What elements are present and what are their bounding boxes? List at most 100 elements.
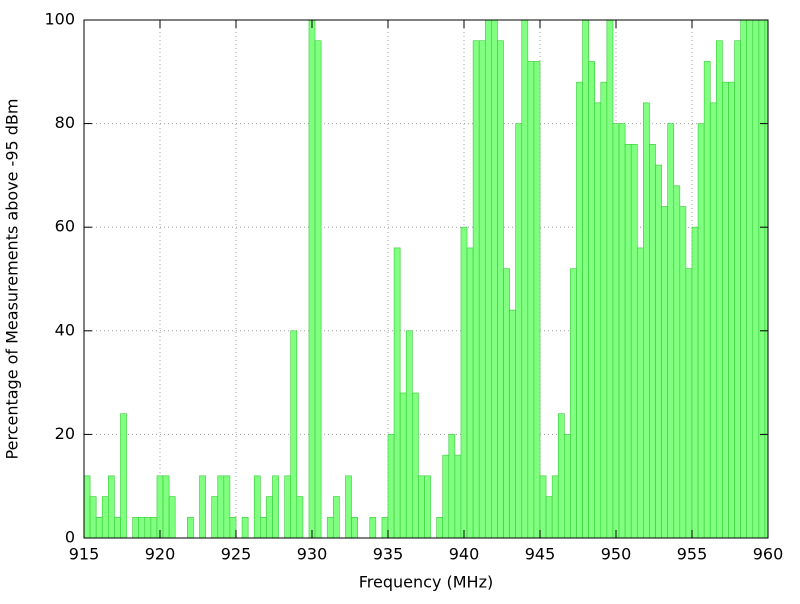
- bar: [497, 40, 504, 538]
- bar: [229, 516, 237, 538]
- bar: [722, 81, 729, 538]
- bar: [588, 61, 596, 538]
- bar: [521, 20, 529, 538]
- y-tick-label: 80: [55, 113, 75, 132]
- bar: [734, 40, 741, 538]
- y-tick-label: 60: [55, 217, 75, 236]
- bar: [551, 475, 559, 538]
- bar: [527, 61, 535, 538]
- bar: [448, 434, 456, 538]
- bar: [752, 20, 760, 538]
- bar: [746, 20, 754, 538]
- bar: [89, 496, 97, 538]
- bar: [168, 496, 176, 538]
- bar: [211, 496, 219, 538]
- bar: [557, 413, 565, 538]
- bar: [84, 475, 91, 538]
- x-tick-label: 955: [677, 545, 708, 564]
- bar: [381, 516, 389, 538]
- bar: [454, 454, 462, 538]
- bar: [484, 20, 492, 538]
- bar: [399, 392, 407, 538]
- bar: [424, 475, 431, 538]
- bar: [460, 226, 468, 538]
- bar: [576, 81, 583, 538]
- bar: [630, 144, 638, 538]
- bar: [539, 475, 547, 538]
- bar: [405, 330, 413, 538]
- bar: [150, 516, 158, 538]
- bar: [491, 20, 498, 538]
- bar: [685, 268, 693, 538]
- bar: [673, 185, 681, 538]
- bar: [509, 309, 516, 538]
- bar: [369, 516, 377, 538]
- bar: [132, 516, 140, 538]
- bar: [545, 496, 553, 538]
- bar: [393, 247, 401, 538]
- bar: [114, 516, 121, 538]
- plot-frame: [83, 19, 769, 539]
- y-tick-label: 20: [55, 424, 75, 443]
- axes: 0 20 40 60 80 100 915 920 925 930 935 940 945 950 955 9…: [44, 10, 783, 564]
- bar: [515, 123, 523, 538]
- bar: [284, 475, 292, 538]
- bar: [108, 475, 115, 538]
- bar: [101, 496, 109, 538]
- x-tick-label: 935: [373, 545, 404, 564]
- bar: [618, 123, 626, 538]
- bar: [290, 330, 298, 538]
- bar: [199, 475, 206, 538]
- x-tick-label: 915: [69, 545, 100, 564]
- bar: [740, 20, 748, 538]
- bar: [709, 102, 717, 538]
- bar: [253, 475, 261, 538]
- bar: [314, 40, 322, 538]
- x-tick-label: 925: [221, 545, 252, 564]
- bar: [418, 475, 425, 538]
- bar: [351, 516, 358, 538]
- bar: [187, 516, 194, 538]
- bar: [387, 434, 395, 538]
- bar: [412, 392, 419, 538]
- bar: [643, 102, 650, 538]
- bar: [308, 20, 316, 538]
- bar: [472, 40, 480, 538]
- bar: [144, 516, 152, 538]
- bar: [156, 475, 164, 538]
- bar: [582, 20, 589, 538]
- bar: [570, 268, 577, 538]
- bar: [703, 61, 711, 538]
- bar: [697, 123, 705, 538]
- bar: [272, 475, 279, 538]
- bar: [624, 144, 632, 538]
- x-tick-label: 945: [525, 545, 556, 564]
- bar: [326, 516, 334, 538]
- x-tick-label: 930: [297, 545, 328, 564]
- bar: [764, 20, 768, 538]
- bar: [679, 206, 687, 538]
- bar: [345, 475, 352, 538]
- x-tick-label: 950: [601, 545, 632, 564]
- bar: [691, 226, 699, 538]
- bar: [138, 516, 146, 538]
- bar: [436, 516, 444, 538]
- bar: [636, 247, 644, 538]
- bar: [478, 40, 486, 538]
- bar: [95, 516, 103, 538]
- y-axis-label: Percentage of Measurements above -95 dBm: [3, 99, 22, 460]
- bar: [649, 144, 656, 538]
- y-tick-label: 40: [55, 320, 75, 339]
- bar: [655, 164, 662, 538]
- bar: [661, 206, 668, 538]
- bar: [162, 475, 170, 538]
- bar: [503, 268, 510, 538]
- bar: [533, 61, 541, 538]
- bar: [600, 81, 608, 538]
- bar: [594, 102, 602, 538]
- bar: [332, 496, 340, 538]
- bar: [758, 20, 766, 538]
- x-tick-label: 920: [145, 545, 176, 564]
- x-tick-label: 940: [449, 545, 480, 564]
